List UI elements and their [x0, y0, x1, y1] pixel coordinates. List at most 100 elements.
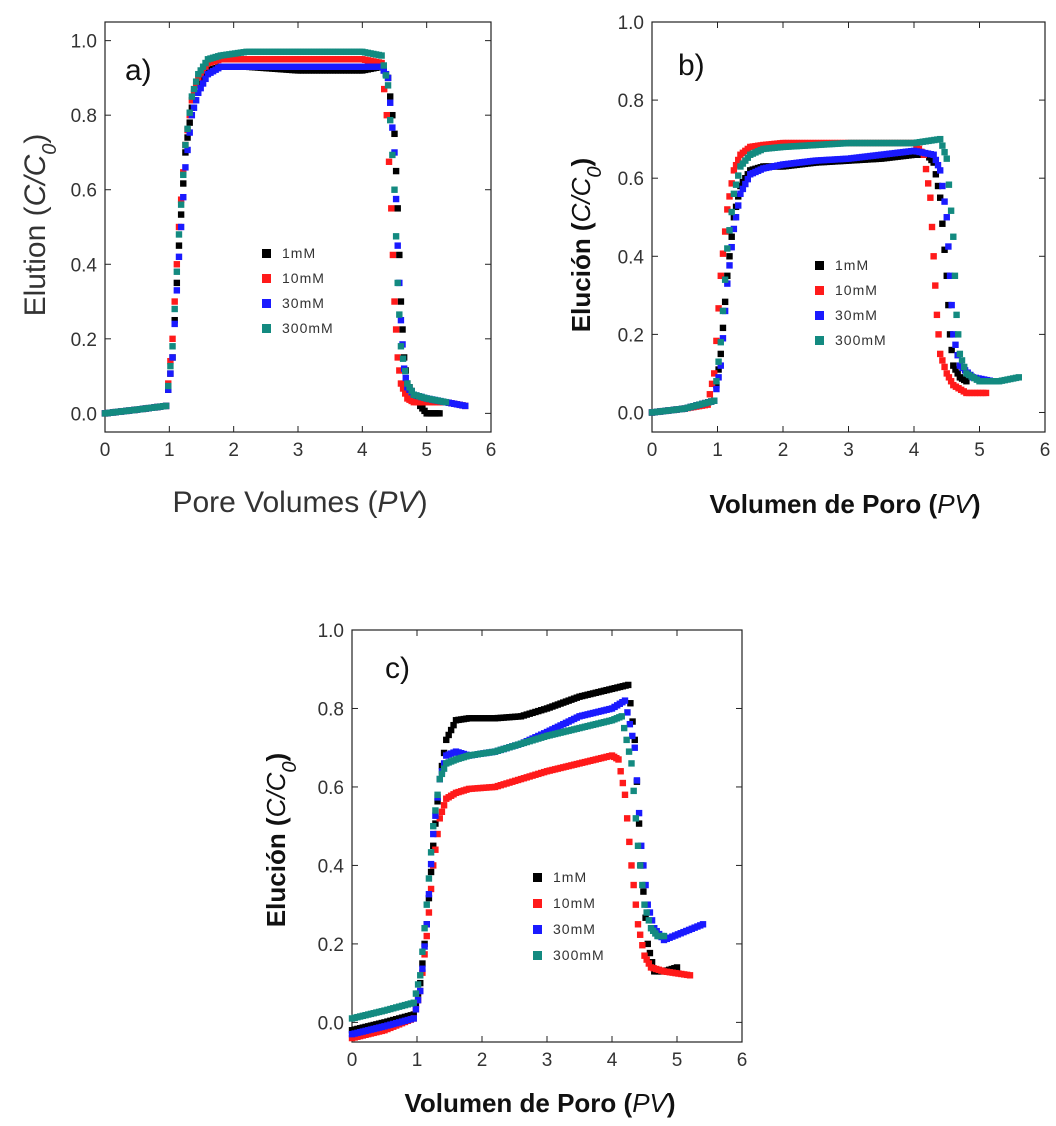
data-point: [167, 357, 174, 365]
data-point: [188, 93, 196, 100]
data-point: [642, 914, 649, 921]
data-point: [950, 362, 957, 369]
data-point: [645, 960, 653, 967]
data-point: [713, 381, 720, 389]
data-point: [948, 301, 955, 309]
data-point: [643, 956, 650, 963]
data-point: [737, 190, 744, 198]
data-point: [202, 75, 209, 83]
data-point: [427, 885, 435, 893]
legend-label: 10mM: [835, 282, 878, 298]
y-axis-title: Elución (C/C0): [261, 753, 301, 927]
data-point: [165, 382, 172, 390]
x-tick-label: 3: [542, 1050, 553, 1071]
x-tick-label: 4: [607, 1050, 618, 1071]
data-point: [391, 186, 398, 193]
data-point: [626, 838, 633, 846]
legend: 1mM 10mM 30mM 300mM: [815, 257, 886, 348]
data-point: [190, 104, 198, 111]
data-point: [937, 135, 944, 143]
x-tick-label: 5: [672, 1050, 683, 1071]
data-point: [167, 370, 174, 377]
data-point: [404, 380, 411, 387]
data-point: [728, 180, 735, 187]
data-point: [421, 925, 428, 932]
legend-label: 300mM: [553, 947, 605, 963]
data-point: [391, 298, 398, 305]
data-point: [739, 185, 747, 193]
data-point: [954, 370, 961, 377]
y-tick-label: 0.0: [318, 1013, 344, 1034]
data-point: [192, 97, 200, 104]
data-point: [175, 242, 183, 249]
panel-c: 0 1 2 3 4 5 6 0.0 0.2 0.4 0.6 0.8 1.0 c) 1mM 10mM 30mM 30…: [261, 621, 747, 1118]
y-tick-label: 0.0: [618, 403, 644, 424]
data-point: [180, 171, 187, 179]
y-tick-label: 1.0: [71, 32, 97, 53]
data-point: [631, 736, 638, 744]
legend-swatch: [533, 873, 542, 882]
data-point: [192, 78, 200, 85]
data-point: [399, 355, 407, 362]
x-tick-label: 6: [737, 1050, 748, 1071]
data-point: [186, 129, 193, 136]
series-300mM: [648, 135, 1022, 416]
series-10mM: [101, 56, 469, 417]
data-point: [640, 862, 647, 869]
data-point: [640, 888, 647, 895]
x-axis-title: Pore Volumes (PV): [172, 486, 427, 519]
data-point: [943, 214, 950, 221]
data-point: [169, 343, 176, 350]
data-point: [934, 161, 942, 169]
data-point: [732, 181, 740, 188]
data-point: [169, 335, 176, 343]
data-point: [199, 80, 207, 87]
data-point: [635, 809, 643, 817]
data-point: [941, 246, 948, 253]
legend-swatch: [262, 324, 271, 333]
data-point: [645, 917, 653, 924]
data-point: [394, 279, 401, 287]
data-point: [713, 378, 720, 385]
data-point: [450, 721, 457, 729]
data-point: [632, 901, 640, 908]
data-point: [175, 231, 183, 238]
data-point: [958, 357, 966, 364]
y-tick-label: 0.8: [618, 91, 644, 112]
data-point: [937, 167, 944, 174]
data-point: [639, 942, 646, 949]
data-point: [726, 193, 733, 200]
data-point: [399, 326, 406, 333]
y-axis-title: Elución (C/C0): [566, 158, 606, 332]
data-point: [182, 141, 189, 149]
data-point: [735, 156, 742, 164]
data-point: [932, 171, 940, 178]
data-point: [626, 720, 634, 728]
data-point: [943, 272, 950, 280]
data-point: [932, 156, 940, 164]
data-point: [721, 276, 729, 283]
data-point: [392, 167, 400, 175]
data-point: [186, 109, 193, 116]
data-point: [643, 909, 650, 916]
data-point: [947, 207, 955, 214]
data-point: [169, 354, 176, 361]
data-point: [440, 765, 448, 772]
y-tick-label: 0.6: [618, 169, 644, 190]
legend-swatch: [533, 951, 542, 960]
data-point: [630, 787, 637, 795]
data-point: [397, 316, 405, 324]
data-point: [423, 932, 430, 940]
data-point: [436, 410, 443, 417]
data-point: [394, 242, 401, 249]
data-point: [699, 921, 707, 928]
y-axis-title: Elution (C/C0): [19, 134, 61, 317]
data-point: [417, 972, 424, 979]
x-tick-label: 4: [909, 440, 920, 461]
legend-swatch: [815, 311, 824, 320]
data-point: [192, 82, 200, 89]
y-tick-label: 0.2: [71, 330, 97, 351]
data-point: [648, 917, 656, 924]
data-point: [724, 280, 731, 287]
series-300mM: [101, 48, 450, 417]
